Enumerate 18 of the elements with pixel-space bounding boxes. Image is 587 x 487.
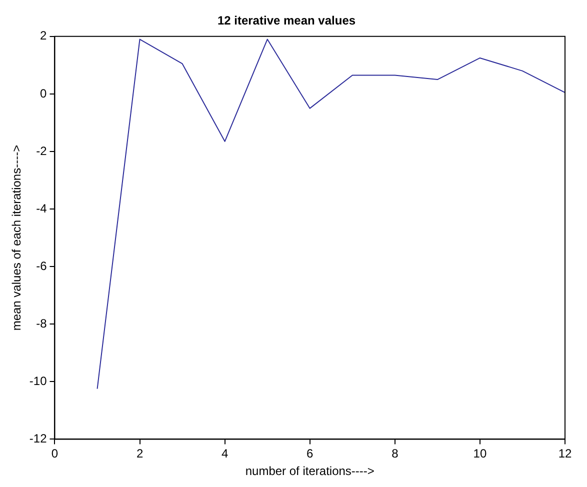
x-tick-label: 0 [51,446,58,461]
x-tick-label: 2 [136,446,144,461]
y-tick-label: -6 [36,258,48,273]
y-tick-label: -12 [29,432,48,446]
x-tick-label: 8 [392,446,399,461]
y-tick-label: -4 [36,201,48,216]
y-tick-label: 2 [40,28,48,43]
x-tick-label: 6 [306,446,314,461]
y-axis-title: mean values of each iterations----> [10,144,24,331]
x-tick-label: 10 [473,446,487,461]
y-tick-label: -10 [29,374,48,388]
y-tick-label: -2 [36,144,48,158]
chart-title: 12 iterative mean values [217,14,356,28]
x-tick-label: 4 [221,446,228,461]
y-tick-label: -8 [36,316,48,330]
y-tick-label: 0 [40,86,48,100]
x-axis-title: number of iterations----> [245,464,374,478]
x-tick-label: 12 [558,446,572,461]
